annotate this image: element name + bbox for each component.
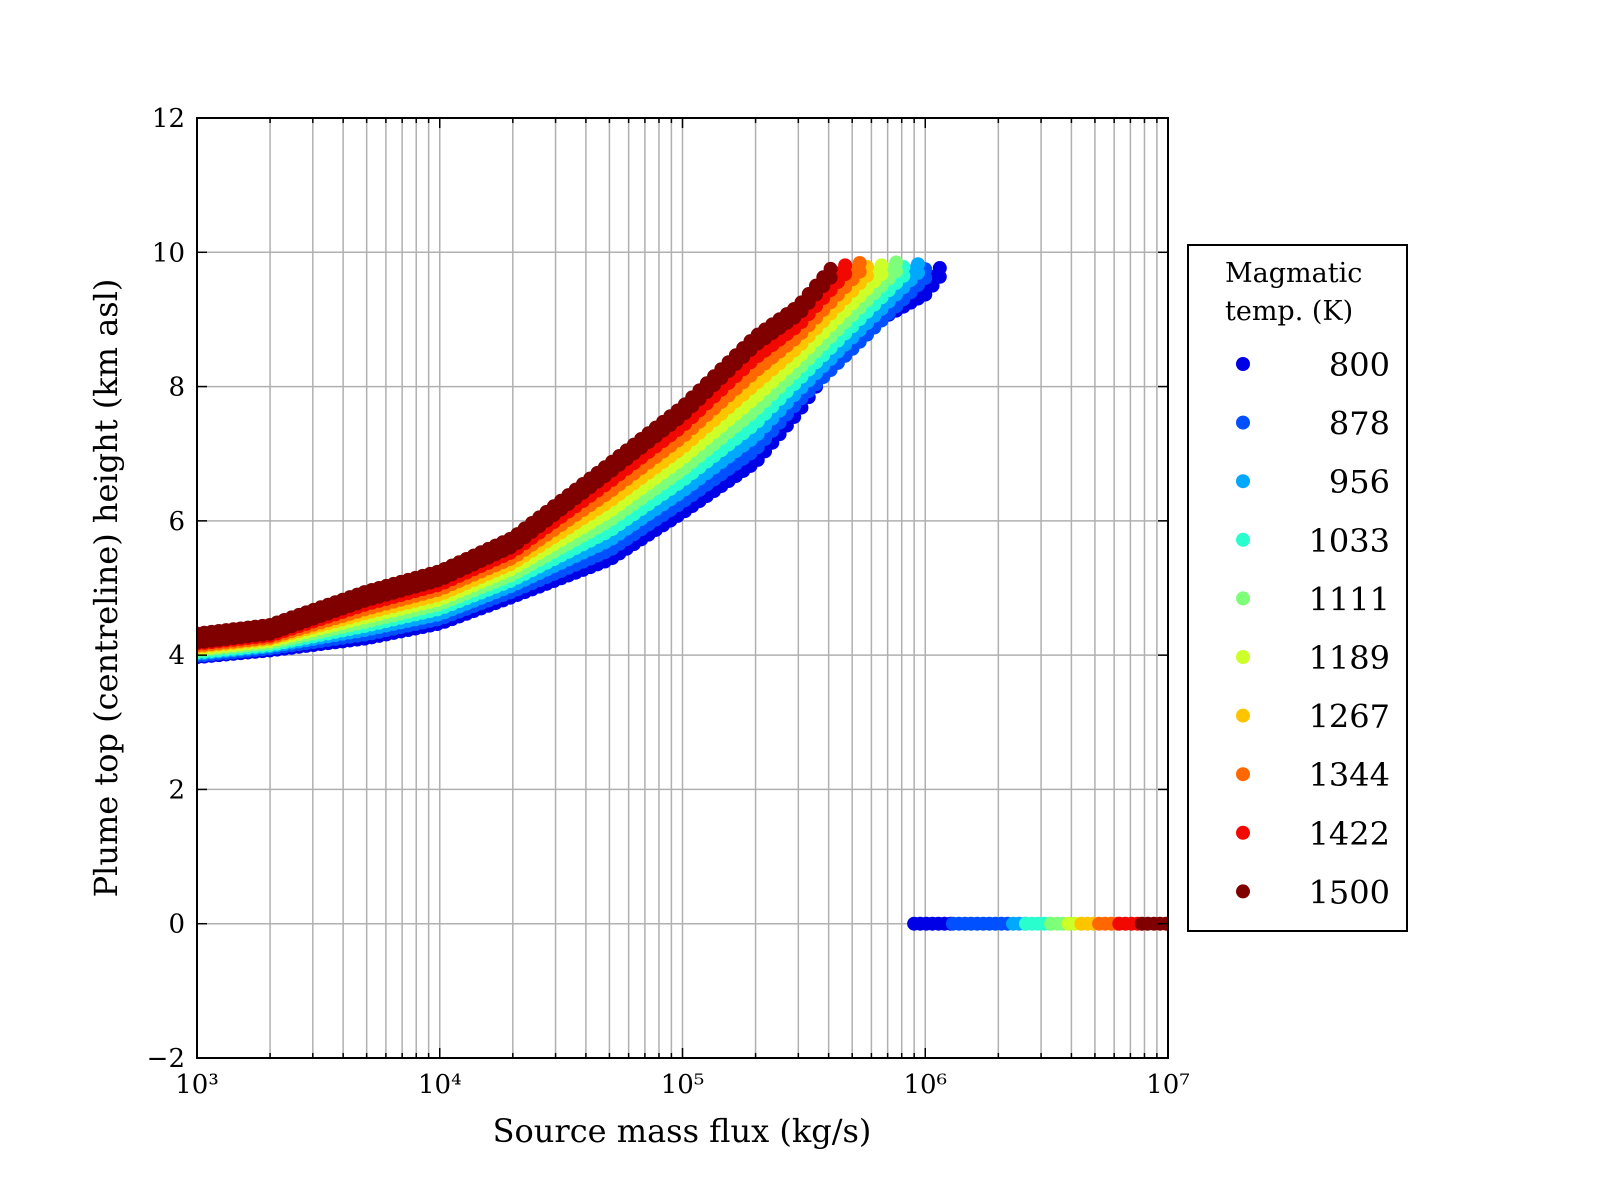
legend-label-878: 878	[1329, 405, 1390, 443]
y-tick-label: −2	[147, 1044, 185, 1074]
legend-marker-1033	[1236, 532, 1250, 547]
legend-label-1189: 1189	[1309, 639, 1390, 677]
legend-label-1267: 1267	[1309, 698, 1390, 736]
data-point	[874, 267, 889, 282]
y-tick-label: 6	[168, 507, 185, 537]
x-axis-label: Source mass flux (kg/s)	[493, 1112, 872, 1150]
legend-marker-800	[1236, 357, 1250, 371]
legend-marker-1267	[1236, 708, 1250, 723]
x-tick-label: 10⁶	[903, 1070, 947, 1100]
legend-label-1422: 1422	[1309, 815, 1390, 853]
legend-marker-1189	[1236, 650, 1250, 664]
legend: Magmatic temp. (K) 800 878 956 1033 1111 1189…	[1187, 244, 1408, 932]
y-tick-label: 12	[152, 104, 185, 134]
legend-marker-1111	[1236, 591, 1250, 606]
y-tick-label: 2	[168, 775, 185, 805]
x-tick-label: 10⁵	[661, 1070, 705, 1100]
legend-label-1344: 1344	[1309, 756, 1390, 794]
legend-box	[1187, 244, 1408, 932]
legend-title-line-1: Magmatic	[1225, 258, 1362, 289]
y-tick-label: 0	[168, 910, 185, 940]
legend-label-1500: 1500	[1309, 873, 1390, 911]
y-tick-label: 4	[168, 641, 185, 671]
y-tick-label: 10	[152, 238, 185, 268]
data-point	[838, 267, 853, 282]
data-points	[197, 255, 1168, 931]
x-tick-label: 10³	[175, 1070, 219, 1100]
y-tick-label: 8	[168, 373, 185, 403]
axis-ticks: −2 0 2 4 6 8 10 12 10³ 10⁴ 10⁵ 10⁶ 10⁷	[147, 104, 1190, 1100]
data-point	[932, 269, 947, 284]
legend-title-line-2: temp. (K)	[1225, 296, 1353, 327]
data-point	[910, 265, 925, 280]
legend-label-1033: 1033	[1309, 522, 1390, 560]
legend-label-1111: 1111	[1309, 580, 1390, 618]
data-point	[823, 270, 838, 285]
data-point	[852, 264, 867, 279]
y-axis-label: Plume top (centreline) height (km asl)	[87, 279, 125, 898]
legend-marker-1422	[1236, 825, 1250, 840]
series-1500	[197, 261, 1168, 931]
x-tick-label: 10⁷	[1146, 1070, 1190, 1100]
legend-marker-1344	[1236, 767, 1250, 782]
legend-label-800: 800	[1329, 346, 1390, 384]
legend-marker-956	[1236, 474, 1250, 489]
legend-label-956: 956	[1329, 463, 1390, 501]
legend-marker-1500	[1236, 884, 1250, 899]
x-tick-label: 10⁴	[418, 1070, 462, 1100]
data-point	[889, 264, 904, 279]
legend-marker-878	[1236, 415, 1250, 430]
